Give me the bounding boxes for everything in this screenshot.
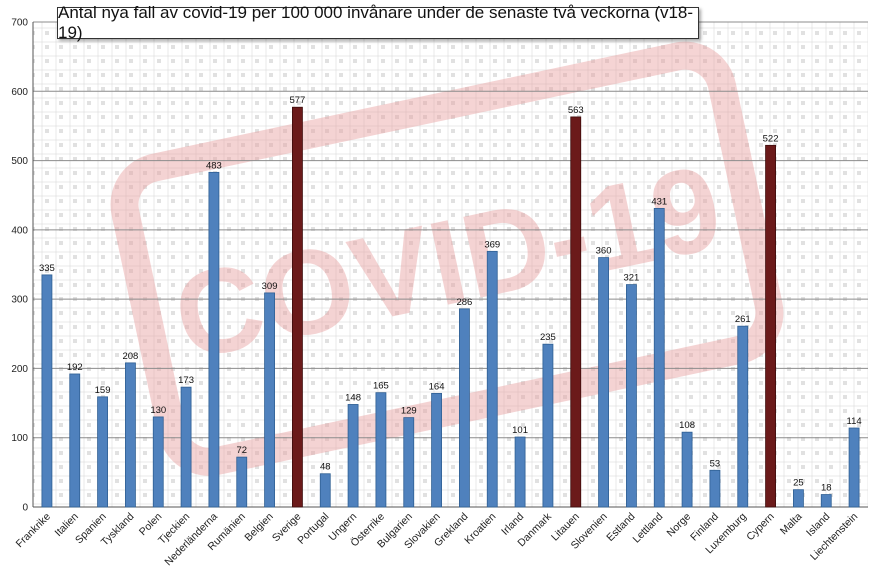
data-label: 25 [793,478,804,489]
bar-sverige [292,106,303,508]
bar-estland [626,284,637,508]
data-label: 48 [320,462,331,473]
bar-liechtenstein [848,427,860,508]
bar-slovenien [598,257,609,508]
data-label: 129 [401,406,417,417]
data-label: 522 [763,133,779,144]
bar-norge [681,431,693,508]
bar-portugal [319,473,331,508]
bar-nederländerna [208,171,220,508]
bars [41,106,860,508]
x-tick-label: Portugal [295,511,331,547]
data-label: 309 [262,281,278,292]
data-label: 563 [568,105,584,116]
bar-österrike [375,392,387,508]
bar-slovakien [431,392,442,508]
data-label: 208 [122,351,138,362]
bar-finland [709,469,721,508]
bar-irland [514,436,526,508]
data-label: 483 [206,160,222,171]
bar-lettland [653,207,665,508]
bar-polen [152,416,164,508]
chart-title: Antal nya fall av covid-19 per 100 000 i… [57,3,699,42]
data-label: 360 [596,246,612,257]
data-label: 577 [289,95,305,106]
data-label: 114 [847,416,862,427]
bar-grekland [459,308,470,508]
data-label: 165 [373,381,389,392]
data-label: 192 [67,362,83,373]
x-tick-label: Kroatien [462,511,498,547]
data-label: 18 [821,483,832,494]
bar-malta [793,489,804,508]
data-label: 72 [236,445,247,456]
y-tick-label: 300 [11,295,28,306]
y-tick-label: 100 [11,433,28,444]
x-tick-label: Belgien [242,511,275,544]
y-tick-label: 200 [11,364,28,375]
data-label: 431 [651,196,667,207]
stamp-frame [110,41,784,476]
data-label: 53 [710,458,721,469]
data-label: 130 [150,405,166,416]
bar-rumänien [236,456,248,508]
bar-spanien [97,396,108,508]
bar-danmark [542,343,554,508]
data-label: 261 [735,314,751,325]
data-label: 286 [456,297,472,308]
bar-frankrike [41,274,53,508]
y-tick-label: 500 [11,156,28,167]
data-label: 101 [512,425,528,436]
data-label: 159 [95,385,111,396]
bar-cypern [765,144,776,508]
x-tick-label: Malta [778,511,805,538]
bar-island [820,494,832,508]
y-tick-label: 0 [22,503,28,514]
map-pattern-fill [33,22,868,507]
data-labels: 335 192 159 208 130 173 483 72 309 577 48 148 165 129… [39,95,862,493]
x-tick-label: Cypern [744,511,777,544]
bar-kroatien [486,250,498,508]
background-world-map-pattern [33,22,868,507]
bar-bulgarien [403,417,415,508]
x-tick-label: Frankrike [14,511,54,551]
data-label: 235 [540,332,556,343]
y-tick-label: 700 [11,18,28,29]
bar-luxemburg [737,325,749,508]
bar-italien [69,373,81,508]
data-label: 321 [623,273,639,284]
y-tick-label: 400 [11,225,28,236]
gridlines: 0 100 200 300 400 500 600 700 [11,18,868,514]
data-label: 369 [484,239,500,250]
x-tick-label: Lettland [630,511,665,546]
bar-belgien [264,292,275,508]
bar-ungern [347,404,359,508]
axes [32,22,868,508]
data-label: 164 [429,381,445,392]
data-label: 108 [679,420,695,431]
data-label: 148 [345,392,361,403]
bar-tjeckien [180,386,192,508]
bar-litauen [570,116,582,508]
data-label: 173 [178,375,194,386]
data-label: 335 [39,263,55,274]
bar-tyskland [125,362,136,508]
y-tick-label: 600 [11,87,28,98]
